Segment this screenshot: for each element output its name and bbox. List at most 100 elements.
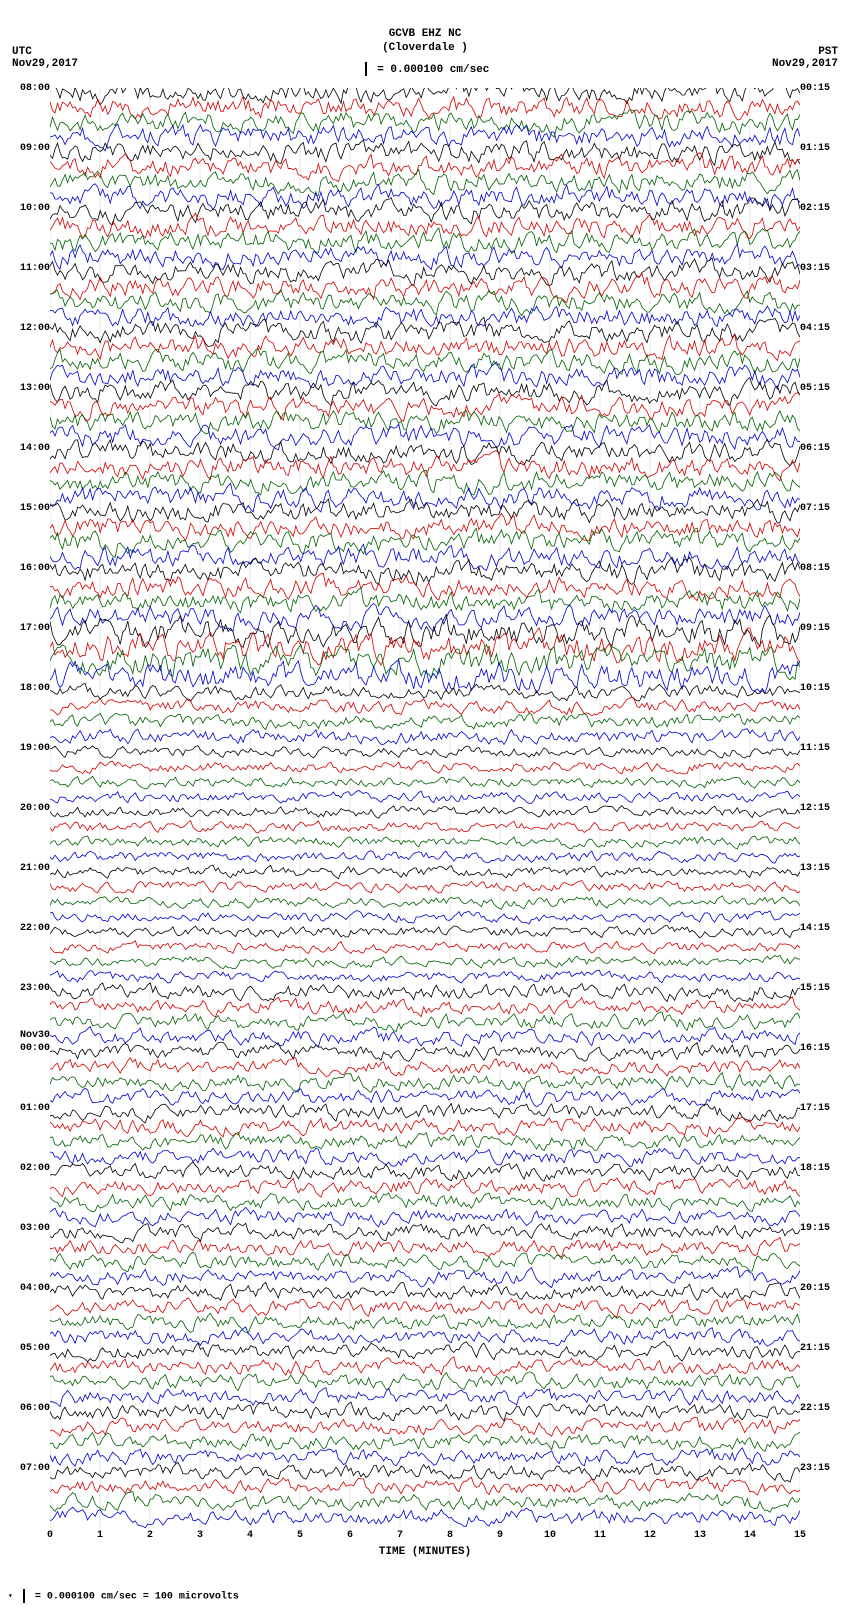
seismic-trace: [50, 729, 800, 745]
seismic-trace: [50, 184, 800, 210]
x-tick: 10: [544, 1530, 556, 1541]
seismic-trace: [50, 1237, 800, 1257]
seismic-trace: [50, 97, 800, 120]
seismic-trace: [50, 213, 800, 238]
seismic-trace: [50, 1162, 800, 1181]
seismic-trace: [50, 941, 800, 954]
x-axis: TIME (MINUTES) 0123456789101112131415: [50, 1530, 800, 1570]
date-left: Nov29,2017: [12, 58, 78, 70]
utc-time-label: 14:00: [20, 443, 50, 454]
seismic-trace: [50, 88, 800, 105]
seismic-trace: [50, 1357, 800, 1376]
seismic-trace: [50, 1073, 800, 1093]
scale-indicator: = 0.000100 cm/sec: [0, 62, 850, 76]
tz-left: UTC: [12, 46, 32, 58]
pst-time-label: 21:15: [800, 1343, 830, 1354]
x-tick: 8: [447, 1530, 453, 1541]
seismic-trace: [50, 393, 800, 422]
seismic-trace: [50, 821, 800, 834]
seismic-trace: [50, 1462, 800, 1482]
utc-time-label: 22:00: [20, 923, 50, 934]
seismic-trace: [50, 1178, 800, 1197]
seismic-trace: [50, 244, 800, 270]
utc-time-label: 07:00: [20, 1463, 50, 1474]
seismic-trace: [50, 528, 800, 557]
seismic-trace: [50, 317, 800, 346]
seismic-trace: [50, 1223, 800, 1243]
utc-time-label: 00:00: [20, 1043, 50, 1054]
seismic-trace: [50, 1298, 800, 1317]
station-location: (Cloverdale ): [0, 42, 850, 54]
pst-time-label: 15:15: [800, 983, 830, 994]
x-tick: 12: [644, 1530, 656, 1541]
seismic-trace: [50, 1313, 800, 1333]
utc-time-label: 13:00: [20, 383, 50, 394]
seismic-trace: [50, 1388, 800, 1407]
utc-time-label: 11:00: [20, 263, 50, 274]
seismic-trace: [50, 1207, 800, 1227]
pst-time-label: 04:15: [800, 323, 830, 334]
utc-time-label: 09:00: [20, 143, 50, 154]
footer-scale-bar-icon: [23, 1589, 25, 1603]
pst-time-label: 23:15: [800, 1463, 830, 1474]
footer-scale: ▾ = 0.000100 cm/sec = 100 microvolts: [8, 1589, 239, 1603]
seismic-trace: [50, 306, 800, 327]
utc-time-label: 19:00: [20, 743, 50, 754]
seismic-trace: [50, 881, 800, 894]
seismic-trace: [50, 1267, 800, 1288]
seismogram-container: GCVB EHZ NC (Cloverdale ) = 0.000100 cm/…: [0, 0, 850, 1613]
pst-time-label: 13:15: [800, 863, 830, 874]
pst-time-label: 07:15: [800, 503, 830, 514]
seismic-trace: [50, 439, 800, 465]
seismic-trace: [50, 1507, 800, 1528]
seismic-trace: [50, 1418, 800, 1437]
seismogram-plot: [50, 88, 800, 1528]
seismic-trace: [50, 776, 800, 789]
pst-time-label: 22:15: [800, 1403, 830, 1414]
pst-time-label: 05:15: [800, 383, 830, 394]
seismic-trace: [50, 614, 800, 647]
seismic-trace: [50, 574, 800, 601]
pst-time-label: 19:15: [800, 1223, 830, 1234]
seismic-trace: [50, 1012, 800, 1032]
x-tick: 3: [197, 1530, 203, 1541]
utc-time-labels: 08:0009:0010:0011:0012:0013:0014:0015:00…: [8, 88, 50, 1528]
utc-time-label: 05:00: [20, 1343, 50, 1354]
x-tick: 6: [347, 1530, 353, 1541]
utc-time-label: 08:00: [20, 83, 50, 94]
seismic-trace: [50, 545, 800, 571]
pst-time-label: 11:15: [800, 743, 830, 754]
pst-time-label: 14:15: [800, 923, 830, 934]
seismic-trace: [50, 983, 800, 1002]
utc-time-label: 16:00: [20, 563, 50, 574]
pst-time-label: 06:15: [800, 443, 830, 454]
seismic-trace: [50, 806, 800, 819]
pst-time-label: 16:15: [800, 1043, 830, 1054]
utc-time-label: 01:00: [20, 1103, 50, 1114]
date-right: Nov29,2017: [772, 58, 838, 70]
pst-time-label: 17:15: [800, 1103, 830, 1114]
seismic-trace: [50, 1058, 800, 1077]
seismic-trace: [50, 760, 800, 774]
seismic-trace: [50, 896, 800, 909]
pst-time-label: 01:15: [800, 143, 830, 154]
seismic-trace: [50, 746, 800, 759]
pst-time-label: 20:15: [800, 1283, 830, 1294]
utc-time-label: 18:00: [20, 683, 50, 694]
x-tick: 13: [694, 1530, 706, 1541]
tz-right: PST: [818, 46, 838, 58]
seismic-trace: [50, 140, 800, 165]
pst-time-label: 18:15: [800, 1163, 830, 1174]
seismic-trace: [50, 836, 800, 849]
seismic-trace: [50, 451, 800, 481]
seismic-trace: [50, 1327, 800, 1346]
pst-time-label: 00:15: [800, 83, 830, 94]
seismic-trace: [50, 1193, 800, 1212]
x-tick: 11: [594, 1530, 606, 1541]
utc-time-label: 15:00: [20, 503, 50, 514]
seismic-trace: [50, 1148, 800, 1166]
seismic-trace: [50, 955, 800, 968]
x-tick: 2: [147, 1530, 153, 1541]
pst-time-label: 12:15: [800, 803, 830, 814]
utc-time-label: 06:00: [20, 1403, 50, 1414]
